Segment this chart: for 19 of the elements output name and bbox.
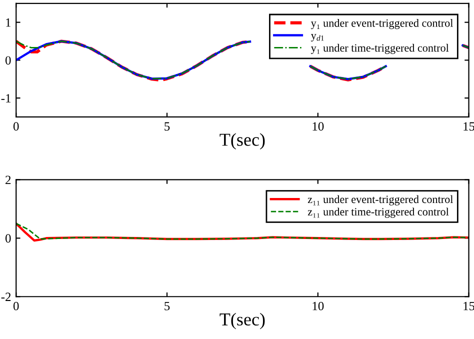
- x-tick-label: 0: [13, 302, 19, 310]
- y-tick-label: 1: [6, 18, 11, 27]
- x-tick-label: 10: [312, 302, 324, 310]
- y-tick-label: -2: [1, 292, 11, 301]
- x-tick-label: 0: [13, 122, 19, 131]
- legend-label: z₁₁ under time-triggered control: [308, 208, 449, 218]
- y-tick-label: 0: [5, 234, 11, 243]
- x-axis-title: T(sec): [220, 312, 265, 330]
- x-tick-label: 5: [164, 302, 170, 310]
- y-tick-label: 2: [6, 176, 11, 184]
- y-tick-label: 0: [5, 56, 11, 65]
- legend-label: y₁ under time-triggered control: [310, 44, 449, 54]
- x-axis-title: T(sec): [220, 133, 265, 150]
- legend-label: y₁ under event-triggered control: [310, 19, 454, 30]
- x-tick-label: 5: [164, 122, 170, 131]
- y-tick-label: -1: [1, 94, 11, 102]
- x-tick-label: 10: [312, 122, 324, 131]
- legend-label: y$_{d1}$: [310, 34, 324, 42]
- legend-label: z₁₁ under event-triggered control: [308, 195, 454, 206]
